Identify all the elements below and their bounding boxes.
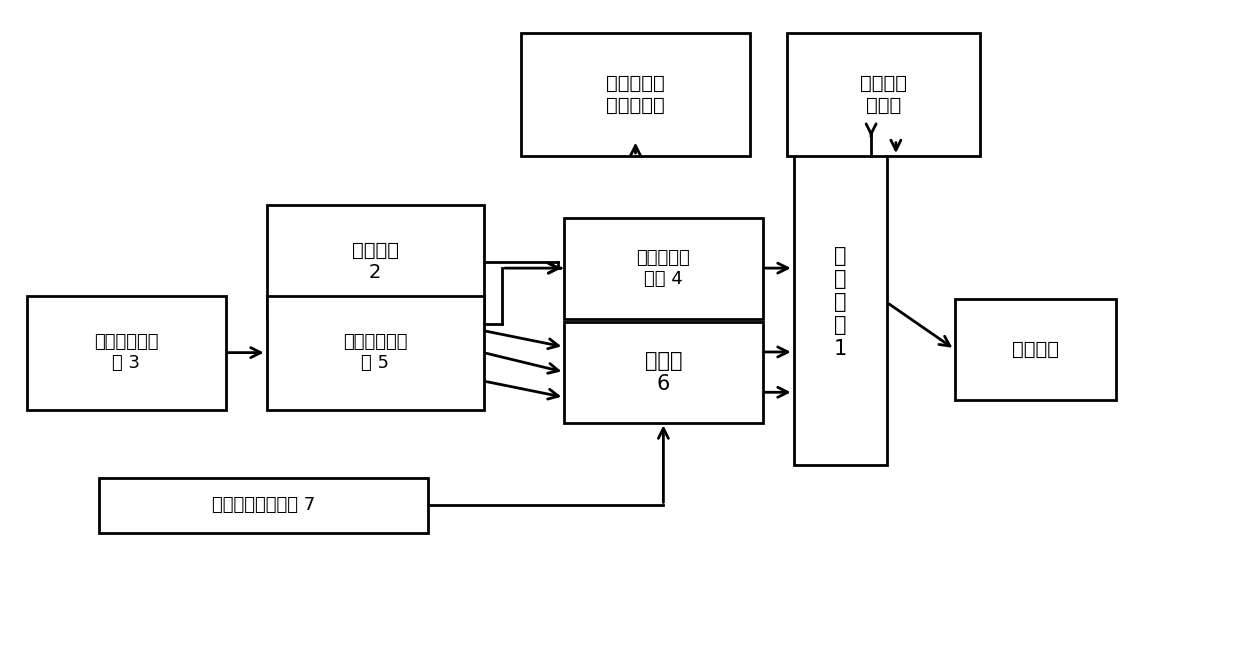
FancyBboxPatch shape xyxy=(787,32,980,156)
FancyBboxPatch shape xyxy=(27,296,226,410)
Text: 水蒸气输送单
元 3: 水蒸气输送单 元 3 xyxy=(94,333,159,372)
Text: 水蒸气控制单
元 5: 水蒸气控制单 元 5 xyxy=(342,333,408,372)
Text: 制氧单元
2: 制氧单元 2 xyxy=(352,241,398,282)
Text: 混风室
6: 混风室 6 xyxy=(645,350,682,394)
FancyBboxPatch shape xyxy=(99,478,428,533)
Text: 粉尘、高
炉煤气: 粉尘、高 炉煤气 xyxy=(861,73,906,115)
FancyBboxPatch shape xyxy=(267,205,484,318)
FancyBboxPatch shape xyxy=(794,140,887,465)
Text: 高
炉
本
体
1: 高 炉 本 体 1 xyxy=(833,246,847,359)
FancyBboxPatch shape xyxy=(955,299,1116,400)
FancyBboxPatch shape xyxy=(564,322,763,422)
FancyBboxPatch shape xyxy=(267,296,484,410)
FancyBboxPatch shape xyxy=(521,32,750,156)
Text: 烧结矿、块
矿、球团矿: 烧结矿、块 矿、球团矿 xyxy=(606,73,665,115)
FancyBboxPatch shape xyxy=(564,218,763,318)
Text: 风量风温控制单元 7: 风量风温控制单元 7 xyxy=(212,497,315,514)
Text: 氧煤粉噴吹
单元 4: 氧煤粉噴吹 单元 4 xyxy=(636,249,691,287)
Text: 渣铁排放: 渣铁排放 xyxy=(1012,340,1059,359)
